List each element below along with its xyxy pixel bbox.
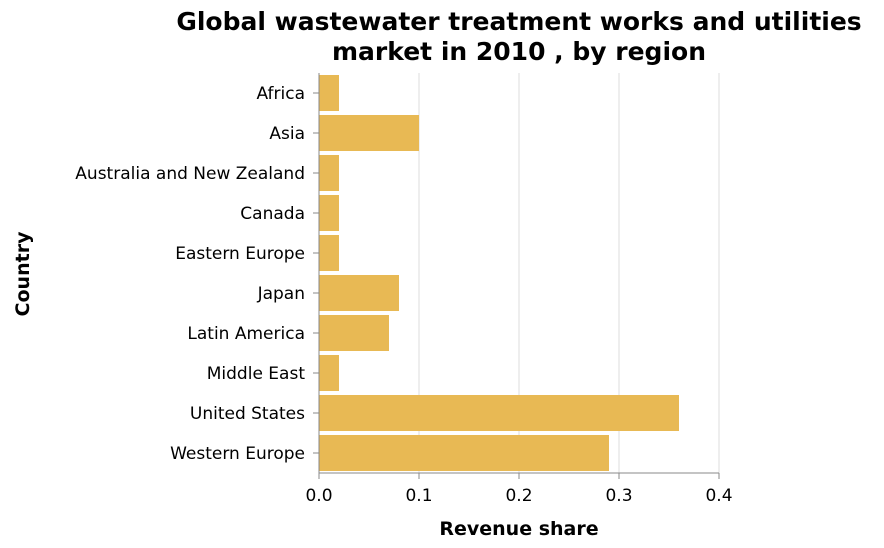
bar (319, 275, 399, 311)
x-axis-title: Revenue share (439, 518, 598, 540)
bar (319, 235, 339, 271)
bar (319, 435, 609, 471)
bar (319, 355, 339, 391)
bar (319, 195, 339, 231)
y-axis: Africa Asia Australia and New Zealand Canad… (75, 73, 320, 473)
y-tick-label: Africa (257, 84, 306, 104)
y-tick-label: Australia and New Zealand (75, 164, 305, 184)
y-tick-label: Latin America (187, 324, 305, 344)
x-tick-label: 0.0 (305, 486, 332, 506)
y-tick-label: Japan (257, 284, 305, 304)
y-tick-label: Asia (269, 124, 305, 144)
x-tick-label: 0.2 (505, 486, 532, 506)
chart-title-line-2: market in 2010 , by region (332, 37, 706, 66)
x-tick-label: 0.4 (705, 486, 732, 506)
x-tick-label: 0.3 (605, 486, 632, 506)
y-tick-label: United States (190, 404, 305, 424)
y-axis-title: Country (12, 231, 34, 317)
bar (319, 75, 339, 111)
x-axis: 0.0 0.1 0.2 0.3 0.4 (305, 472, 733, 506)
y-tick-label: Middle East (207, 364, 306, 384)
y-tick-label: Western Europe (170, 444, 305, 464)
y-tick-label: Eastern Europe (175, 244, 305, 264)
x-tick-label: 0.1 (405, 486, 432, 506)
bar (319, 315, 389, 351)
bar (319, 115, 419, 151)
bars (319, 75, 679, 471)
y-tick-label: Canada (240, 204, 305, 224)
chart-title-line-1: Global wastewater treatment works and ut… (176, 7, 861, 36)
bar (319, 155, 339, 191)
bar (319, 395, 679, 431)
